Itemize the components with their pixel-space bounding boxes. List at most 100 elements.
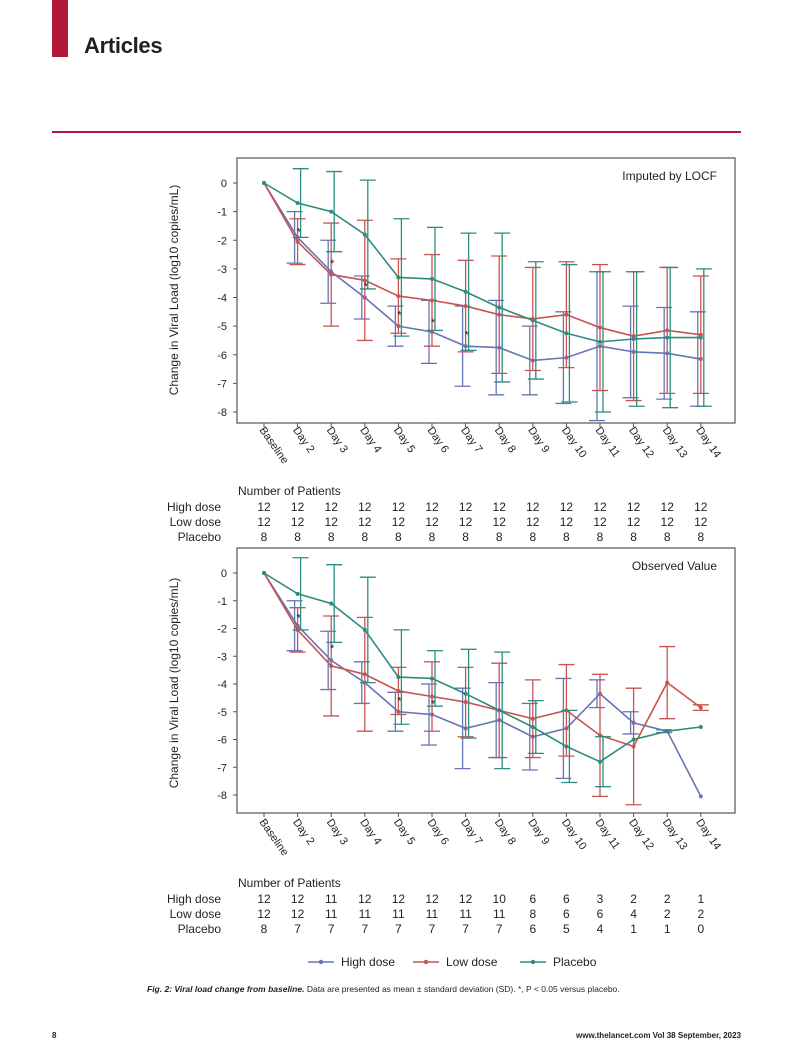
significance-marker: * xyxy=(464,330,469,342)
patients-row-label: Placebo xyxy=(178,922,222,936)
data-point xyxy=(262,571,266,575)
patients-count: 12 xyxy=(291,500,305,514)
patients-count: 12 xyxy=(493,515,507,529)
plot-frame xyxy=(236,547,736,814)
series-line xyxy=(263,572,702,797)
patients-count: 0 xyxy=(697,922,704,936)
patients-count: 10 xyxy=(493,892,507,906)
series-placebo xyxy=(262,168,712,413)
data-point xyxy=(396,275,401,280)
patients-count: 8 xyxy=(429,530,436,544)
significance-marker: * xyxy=(364,281,369,293)
patients-count: 8 xyxy=(529,907,536,921)
patients-count: 1 xyxy=(630,922,637,936)
patients-row-label: High dose xyxy=(167,892,221,906)
patients-count: 12 xyxy=(493,500,507,514)
data-point xyxy=(430,276,434,281)
significance-marker: * xyxy=(330,643,335,655)
x-tick-label: Day 7 xyxy=(458,817,484,847)
data-point xyxy=(497,312,502,317)
data-point xyxy=(698,335,703,340)
series-line xyxy=(263,572,701,763)
patients-count: 11 xyxy=(392,907,405,921)
patients-count: 8 xyxy=(261,530,268,544)
data-point xyxy=(564,331,569,336)
figure-caption: Fig. 2: Viral load change from baseline.… xyxy=(147,984,620,994)
patients-count: 5 xyxy=(563,922,570,936)
data-point xyxy=(463,700,468,705)
x-tick-label: Day 8 xyxy=(492,817,518,847)
patients-count: 12 xyxy=(291,515,305,529)
x-tick-label: Day 7 xyxy=(458,425,484,455)
data-point xyxy=(698,705,703,710)
data-point xyxy=(362,627,367,632)
caption-label: Fig. 2: Viral load change from baseline. xyxy=(147,984,305,994)
x-tick-label: Day 11 xyxy=(593,425,622,460)
patients-count: 12 xyxy=(627,515,641,529)
series-low-dose xyxy=(262,181,709,402)
x-tick-label: Day 5 xyxy=(391,817,417,847)
patients-count: 6 xyxy=(563,907,570,921)
y-tick-label: 0 xyxy=(221,178,227,190)
patients-count: 8 xyxy=(597,530,604,544)
x-tick-label: Baseline xyxy=(257,425,291,466)
series-high-dose xyxy=(262,571,703,799)
y-tick-label: -6 xyxy=(217,735,227,747)
patients-count: 8 xyxy=(697,530,704,544)
data-point xyxy=(497,305,502,310)
x-tick-label: Day 5 xyxy=(391,425,417,455)
patients-count: 12 xyxy=(593,515,607,529)
data-point xyxy=(396,294,401,299)
patients-count: 11 xyxy=(325,892,338,906)
journal-accent-bar xyxy=(52,0,68,57)
data-point xyxy=(396,688,401,693)
x-tick-label: Day 12 xyxy=(626,817,656,852)
patients-count: 12 xyxy=(694,515,708,529)
patients-count: 6 xyxy=(597,907,604,921)
legend-label: Placebo xyxy=(553,955,597,969)
patients-count: 12 xyxy=(392,892,406,906)
significance-marker: * xyxy=(431,317,436,329)
patients-count: 8 xyxy=(529,530,536,544)
patients-count: 12 xyxy=(425,892,439,906)
patients-count: 2 xyxy=(697,907,704,921)
patients-count: 12 xyxy=(325,500,339,514)
data-point xyxy=(631,334,636,339)
patients-count: 12 xyxy=(627,500,641,514)
patients-count: 12 xyxy=(459,515,473,529)
data-point xyxy=(530,725,535,730)
patients-count: 4 xyxy=(630,907,637,921)
data-point xyxy=(530,318,535,323)
y-axis-title: Change in Viral Load (log10 copies/mL) xyxy=(167,185,181,396)
data-point xyxy=(698,725,703,730)
data-point xyxy=(631,744,636,749)
legend-marker xyxy=(530,959,536,965)
patients-count: 2 xyxy=(664,907,671,921)
patients-count: 1 xyxy=(697,892,704,906)
x-tick-label: Day 2 xyxy=(290,425,316,455)
patients-count: 11 xyxy=(493,907,506,921)
series-high-dose xyxy=(262,181,706,422)
patients-count: 7 xyxy=(328,922,335,936)
data-point xyxy=(698,332,703,337)
patients-count: 8 xyxy=(294,530,301,544)
plot-frame xyxy=(236,157,736,424)
legend-marker xyxy=(318,959,324,965)
data-point xyxy=(665,680,670,685)
y-tick-label: -8 xyxy=(217,407,227,419)
patients-count: 12 xyxy=(526,515,540,529)
patients-count: 6 xyxy=(529,892,536,906)
x-tick-label: Day 14 xyxy=(693,817,723,852)
x-tick-label: Day 12 xyxy=(626,425,656,460)
patients-count: 12 xyxy=(526,500,540,514)
data-point xyxy=(362,232,367,237)
x-tick-label: Day 13 xyxy=(660,817,690,852)
series-placebo xyxy=(262,557,703,788)
y-tick-label: -6 xyxy=(217,350,227,362)
patients-count: 7 xyxy=(496,922,503,936)
x-tick-label: Day 13 xyxy=(660,425,690,460)
data-point xyxy=(463,289,468,294)
data-point xyxy=(463,304,468,309)
y-tick-label: -2 xyxy=(217,624,227,636)
